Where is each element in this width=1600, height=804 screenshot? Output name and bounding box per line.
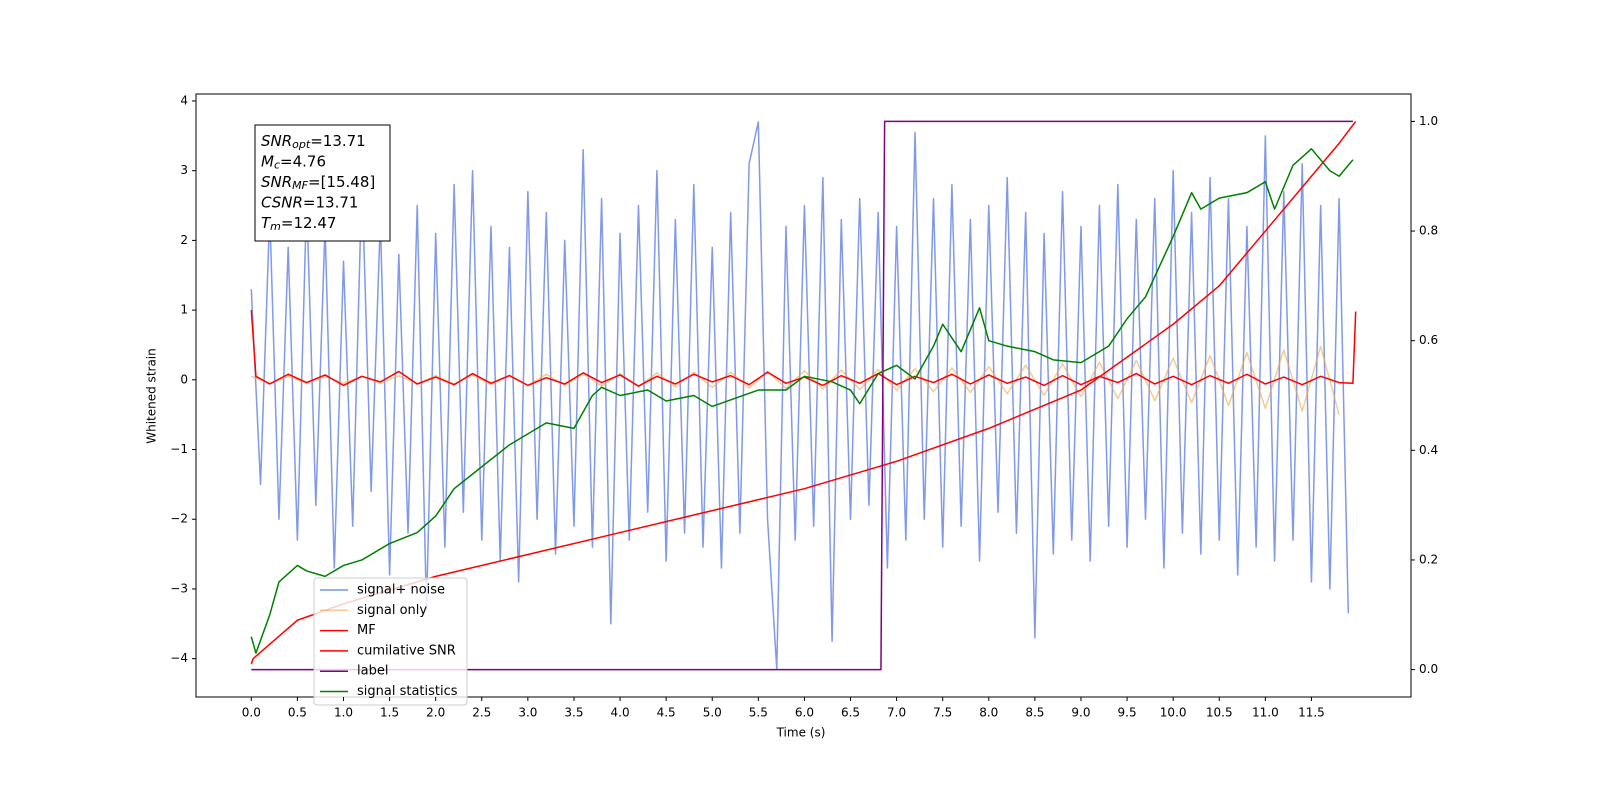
series-line [250,121,1350,670]
annotation-value: =4.76 [280,152,326,170]
annotation-symbol: SNR [261,173,292,191]
x-tick-label: 1.5 [380,706,399,720]
legend-label: signal statistics [357,684,458,699]
y2-tick-label: 0.2 [1419,552,1438,566]
annotation-value: =12.47 [281,214,337,232]
x-tick-label: 4.0 [611,706,630,720]
x-tick-label: 11.0 [1252,706,1279,720]
x-tick-label: 8.5 [1025,706,1044,720]
y-tick-label: 4 [180,93,188,107]
y-tick-label: −1 [170,442,188,456]
x-tick-label: 9.5 [1118,706,1137,720]
x-tick-label: 4.5 [657,706,676,720]
annotation-symbol: CSNR [261,193,303,211]
series-line [250,310,1357,387]
x-tick-label: 3.5 [564,706,583,720]
series-line [250,148,1354,654]
annotation-subscript: opt [292,138,311,151]
y2-tick-label: 0.0 [1419,662,1438,676]
y2-tick-label: 0.8 [1419,224,1438,238]
annotation-value: =13.71 [303,193,359,211]
legend: signal+ noise signal only MF cumilative SNR… [313,577,468,706]
y-tick-label: −3 [170,581,188,595]
x-tick-label: 8.0 [979,706,998,720]
y-tick-label: −2 [170,512,188,526]
annotation-box: SNRopt=13.71Mc=4.76SNRMF=[15.48]CSNR=13.… [254,124,391,242]
legend-label: MF [357,623,376,638]
plot-frame [195,93,1412,698]
legend-label: cumilative SNR [357,643,456,658]
annotation-subscript: c [274,159,280,172]
x-tick-label: 10.0 [1160,706,1187,720]
x-tick-label: 5.5 [749,706,768,720]
x-tick-label: 9.0 [1071,706,1090,720]
y-tick-label: 3 [180,163,188,177]
y-tick-label: 2 [180,233,188,247]
x-tick-label: 7.0 [887,706,906,720]
x-tick-label: 1.0 [334,706,353,720]
x-tick-label: 7.5 [933,706,952,720]
legend-label: signal+ noise [357,583,445,598]
annotation-subscript: MF [292,179,308,192]
x-tick-label: 0.0 [242,706,261,720]
annotation-line: Tm=12.47 [261,214,336,234]
annotation-symbol: SNR [261,132,292,150]
y2-tick-label: 1.0 [1419,114,1438,128]
x-tick-label: 0.5 [288,706,307,720]
annotation-frame [254,124,391,242]
series-line [251,120,1353,671]
annotation-line: Mc=4.76 [261,152,326,172]
x-tick-label: 10.5 [1206,706,1233,720]
annotation-line: SNRopt=13.71 [261,132,366,152]
x-tick-label: 11.5 [1298,706,1325,720]
x-tick-label: 3.0 [518,706,537,720]
x-tick-label: 5.0 [703,706,722,720]
x-axis-label: Time (s) [776,726,826,740]
x-tick-label: 6.0 [795,706,814,720]
annotation-symbol: M [261,152,274,170]
annotation-symbol: T [261,214,272,232]
x-tick-label: 2.5 [472,706,491,720]
y-tick-label: 0 [180,372,188,386]
y2-tick-label: 0.6 [1419,333,1438,347]
legend-label: label [357,664,388,679]
annotation-line: SNRMF=[15.48] [261,173,375,193]
legend-frame [313,577,468,706]
annotation-line: CSNR=13.71 [261,193,358,211]
annotation-value: =[15.48] [308,173,375,191]
y-tick-label: 1 [180,303,188,317]
y2-tick-label: 0.4 [1419,443,1438,457]
x-tick-label: 6.5 [841,706,860,720]
x-tick-label: 2.0 [426,706,445,720]
y-tick-label: −4 [170,651,188,665]
y-axis-label: Whitened strain [145,348,159,444]
annotation-value: =13.71 [310,132,366,150]
annotation-subscript: m [270,220,281,233]
legend-label: signal only [357,603,427,618]
